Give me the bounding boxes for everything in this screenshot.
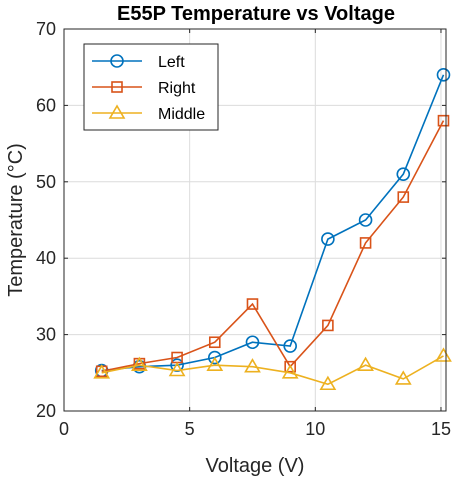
legend-middle-marker bbox=[108, 104, 126, 119]
series-left-line bbox=[101, 74, 445, 372]
series-right-point bbox=[437, 114, 450, 127]
series-left-point bbox=[358, 213, 373, 227]
series-middle-line bbox=[101, 355, 444, 386]
series-right-point bbox=[284, 360, 296, 373]
series-middle-point bbox=[394, 370, 412, 385]
y-tick-label: 50 bbox=[36, 172, 56, 192]
x-tick-label: 5 bbox=[185, 419, 195, 439]
legend-left-label: Left bbox=[158, 54, 185, 71]
legend-middle-label: Middle bbox=[158, 106, 205, 123]
y-axis-ticks: 20 30 40 50 60 70 bbox=[36, 19, 446, 421]
series-middle-point bbox=[357, 356, 374, 371]
y-tick-label: 40 bbox=[36, 248, 56, 268]
series-layer bbox=[93, 68, 452, 391]
series-middle-point bbox=[93, 364, 111, 379]
series-left-point bbox=[283, 339, 297, 353]
legend-right-marker bbox=[111, 81, 123, 93]
series-left-point bbox=[207, 350, 222, 365]
legend-right-label: Right bbox=[158, 80, 196, 97]
series-left-point bbox=[321, 232, 335, 246]
series-right-point bbox=[397, 191, 410, 203]
x-tick-label: 10 bbox=[305, 419, 325, 439]
series-middle-point bbox=[319, 375, 337, 391]
plot-frame bbox=[63, 28, 447, 412]
x-axis-ticks: 0 5 10 15 bbox=[59, 29, 451, 439]
series-middle-point bbox=[206, 356, 224, 371]
x-tick-label: 15 bbox=[431, 419, 451, 439]
series-right-point bbox=[246, 298, 259, 310]
y-tick-label: 30 bbox=[36, 325, 56, 345]
chart-title: E55P Temperature vs Voltage bbox=[117, 3, 395, 25]
series-right-point bbox=[208, 336, 221, 349]
series-middle-point bbox=[435, 347, 452, 362]
series-middle-point bbox=[131, 356, 148, 371]
series-middle-point bbox=[168, 361, 186, 377]
series-right-point bbox=[359, 237, 372, 249]
y-tick-label: 60 bbox=[36, 95, 56, 115]
series-left-point bbox=[436, 68, 451, 82]
series-right-point bbox=[322, 319, 334, 332]
series-middle bbox=[93, 347, 452, 391]
legend-left-marker bbox=[110, 54, 124, 68]
series-right-line bbox=[101, 120, 445, 373]
y-axis-label: Temperature (°C) bbox=[5, 143, 27, 297]
series-middle-point bbox=[244, 358, 261, 373]
x-axis-label: Voltage (V) bbox=[206, 455, 305, 477]
y-tick-label: 70 bbox=[36, 19, 56, 39]
legend: Left Right Middle bbox=[83, 43, 219, 131]
series-middle-point bbox=[281, 364, 299, 379]
x-tick-label: 0 bbox=[59, 419, 69, 439]
y-tick-label: 20 bbox=[36, 401, 56, 421]
series-left-point bbox=[396, 167, 411, 181]
series-left-point bbox=[245, 335, 260, 350]
